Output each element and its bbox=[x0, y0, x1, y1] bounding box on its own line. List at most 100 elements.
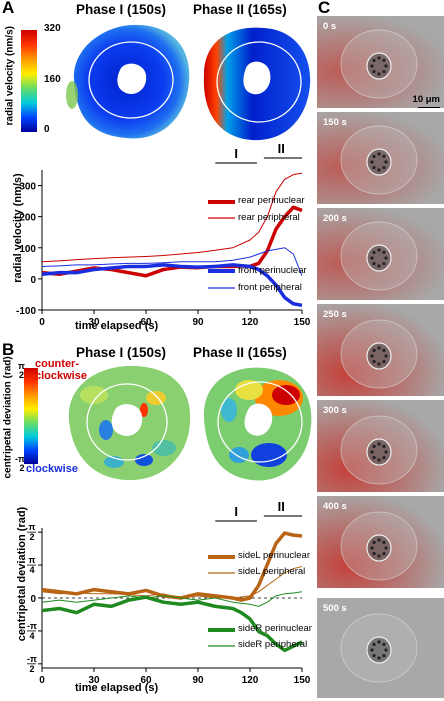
frame-time-label: 500 s bbox=[323, 603, 347, 614]
phase-2-title-b: Phase II (165s) bbox=[193, 345, 287, 360]
cell-granule bbox=[382, 250, 386, 254]
panel-letter-b: B bbox=[2, 340, 15, 359]
cell-granule bbox=[377, 442, 381, 446]
svg-text:-π: -π bbox=[27, 654, 37, 664]
x-tick-label: 0 bbox=[39, 317, 45, 328]
cell-granule bbox=[370, 256, 374, 260]
colorbar-b-label-wrap: centripetal deviation (rad) bbox=[0, 356, 14, 478]
series-line-sideL-peripheral bbox=[41, 566, 303, 599]
cell-granule bbox=[384, 450, 388, 454]
cell-granule bbox=[382, 154, 386, 158]
x-tick-label: 60 bbox=[140, 675, 152, 686]
y-tick-label: 0 bbox=[30, 275, 36, 286]
time-lapse-frame: 250 s bbox=[317, 304, 444, 396]
svg-text:4: 4 bbox=[29, 631, 34, 641]
cell-granule bbox=[377, 152, 381, 156]
cell-granule bbox=[377, 56, 381, 60]
series-line-sideL-perinuclear bbox=[41, 531, 303, 602]
legend-b-sider-perinuclear: sideR perinuclear bbox=[238, 623, 312, 634]
cell-granule bbox=[384, 546, 388, 550]
legend-a-front-perinuclear: front perinuclear bbox=[238, 265, 307, 276]
x-tick-label: 120 bbox=[242, 317, 259, 328]
svg-text:π: π bbox=[29, 522, 36, 532]
y-tick-label: π4 bbox=[27, 555, 36, 575]
y-tick-label: -π4 bbox=[27, 621, 37, 641]
phase-i-marker: I bbox=[234, 146, 238, 161]
time-lapse-frame: 0 s 10 μm bbox=[317, 16, 444, 108]
graph-b-xlabel: time elapsed (s) bbox=[75, 682, 159, 694]
cell-granule bbox=[372, 642, 376, 646]
phase-ii-marker: II bbox=[278, 499, 285, 514]
cell-granule bbox=[382, 166, 386, 170]
frame-time-label: 0 s bbox=[323, 21, 337, 32]
cell-granule bbox=[377, 168, 381, 172]
colorbar-a-tick-mid: 160 bbox=[44, 74, 61, 85]
colorbar-b-top-label: counter-clockwise bbox=[35, 358, 87, 382]
cell-granule bbox=[382, 642, 386, 646]
cell-granule bbox=[382, 540, 386, 544]
x-tick-label: 90 bbox=[192, 317, 204, 328]
cell-granule bbox=[377, 248, 381, 252]
svg-text:π: π bbox=[29, 555, 36, 565]
cell-image bbox=[340, 221, 418, 291]
cell-granule bbox=[382, 348, 386, 352]
cell-granule bbox=[384, 64, 388, 68]
panel-letter-a: A bbox=[2, 0, 15, 17]
legend-b-sidel-peripheral: sideL peripheral bbox=[238, 566, 306, 577]
scale-bar bbox=[418, 107, 440, 108]
series-line-sideR-peripheral bbox=[41, 591, 303, 607]
phase-1-title: Phase I (150s) bbox=[76, 2, 167, 17]
series-line-front-peripheral bbox=[41, 247, 303, 276]
y-tick-label: π2 bbox=[27, 522, 36, 542]
cell-granule bbox=[372, 250, 376, 254]
y-tick-label: 200 bbox=[19, 213, 36, 224]
phase-i-marker: I bbox=[234, 504, 238, 519]
cell-granule bbox=[377, 458, 381, 462]
legend-b-sider-peripheral: sideR peripheral bbox=[238, 639, 308, 650]
cell-image bbox=[340, 319, 418, 389]
phase-2-title: Phase II (165s) bbox=[193, 2, 287, 17]
cell-granule bbox=[377, 362, 381, 366]
cell-granule bbox=[377, 640, 381, 644]
cell-granule bbox=[382, 654, 386, 658]
x-tick-label: 150 bbox=[294, 317, 310, 328]
colorbar-a-tick-max: 320 bbox=[44, 23, 61, 34]
cell-granule bbox=[384, 256, 388, 260]
legend-a-front-peripheral: front peripheral bbox=[238, 282, 302, 293]
cell-granule bbox=[372, 166, 376, 170]
cell-granule bbox=[377, 264, 381, 268]
cell-granule bbox=[382, 444, 386, 448]
cell-granule bbox=[382, 552, 386, 556]
cell-map-phase1-a bbox=[66, 24, 190, 139]
cell-granule bbox=[377, 346, 381, 350]
cell-granule bbox=[370, 354, 374, 358]
series-line-rear-peripheral bbox=[41, 172, 303, 263]
y-tick-label: 100 bbox=[19, 244, 36, 255]
cell-map-phase1-b bbox=[68, 365, 191, 481]
cell-image bbox=[340, 613, 418, 683]
svg-text:2: 2 bbox=[29, 532, 34, 542]
y-tick-label: -π2 bbox=[27, 654, 37, 674]
time-lapse-frame: 500 s bbox=[317, 598, 444, 698]
cell-granule bbox=[377, 72, 381, 76]
colorbar-a-tick-min: 0 bbox=[44, 124, 50, 135]
cell-granule bbox=[372, 58, 376, 62]
time-lapse-frame: 300 s bbox=[317, 400, 444, 492]
cell-granule bbox=[370, 450, 374, 454]
series-line-sideR-perinuclear bbox=[41, 595, 303, 653]
colorbar-b-tick-bottom: -π 2 bbox=[15, 454, 25, 473]
cell-image bbox=[340, 29, 418, 99]
frame-time-label: 400 s bbox=[323, 501, 347, 512]
heatmaps-b bbox=[68, 365, 312, 481]
cell-granule bbox=[372, 70, 376, 74]
y-tick-label: 300 bbox=[19, 182, 36, 193]
panel-letter-c: C bbox=[318, 0, 331, 17]
cell-granule bbox=[382, 58, 386, 62]
cell-map-phase2-a bbox=[203, 27, 311, 141]
legend-b-lines bbox=[208, 555, 235, 647]
cell-granule bbox=[384, 354, 388, 358]
cell-granule bbox=[384, 160, 388, 164]
cell-granule bbox=[382, 456, 386, 460]
legend-a-rear-peripheral: rear peripheral bbox=[238, 212, 300, 223]
